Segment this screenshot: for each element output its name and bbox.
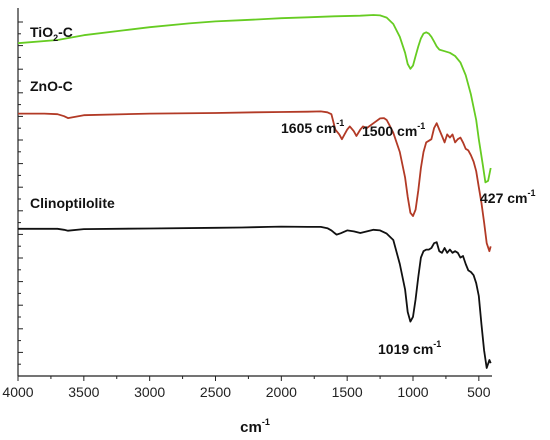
axes: 4000 3500 3000 2500 2000 1500 1000 500 cm-1 <box>2 8 492 436</box>
x-tick-label: 500 <box>467 384 491 400</box>
labels: TiO2-C ZnO-C Clinoptilolite 1605 cm-1 1500 c… <box>30 24 536 357</box>
x-axis-title: cm-1 <box>240 417 270 436</box>
series-line-2 <box>18 225 492 369</box>
series-label-1: ZnO-C <box>30 78 73 94</box>
peak-annotation-2: 427 cm-1 <box>480 188 536 206</box>
series-label-2: Clinoptilolite <box>30 195 115 211</box>
peak-annotation-1: 1500 cm-1 <box>362 121 425 139</box>
x-tick-label: 3500 <box>68 384 99 400</box>
peak-annotation-0: 1605 cm-1 <box>281 118 344 136</box>
series-label-0: TiO2-C <box>30 24 73 43</box>
series-line-1 <box>18 110 492 253</box>
x-tick-label: 1500 <box>332 384 363 400</box>
series-line-0 <box>17 14 492 184</box>
series-lines <box>17 14 492 369</box>
x-tick-label: 4000 <box>2 384 33 400</box>
x-tick-label: 2500 <box>200 384 231 400</box>
x-tick-label: 3000 <box>134 384 165 400</box>
peak-annotation-3: 1019 cm-1 <box>378 339 441 357</box>
x-tick-label: 2000 <box>266 384 297 400</box>
x-tick-label: 1000 <box>397 384 428 400</box>
